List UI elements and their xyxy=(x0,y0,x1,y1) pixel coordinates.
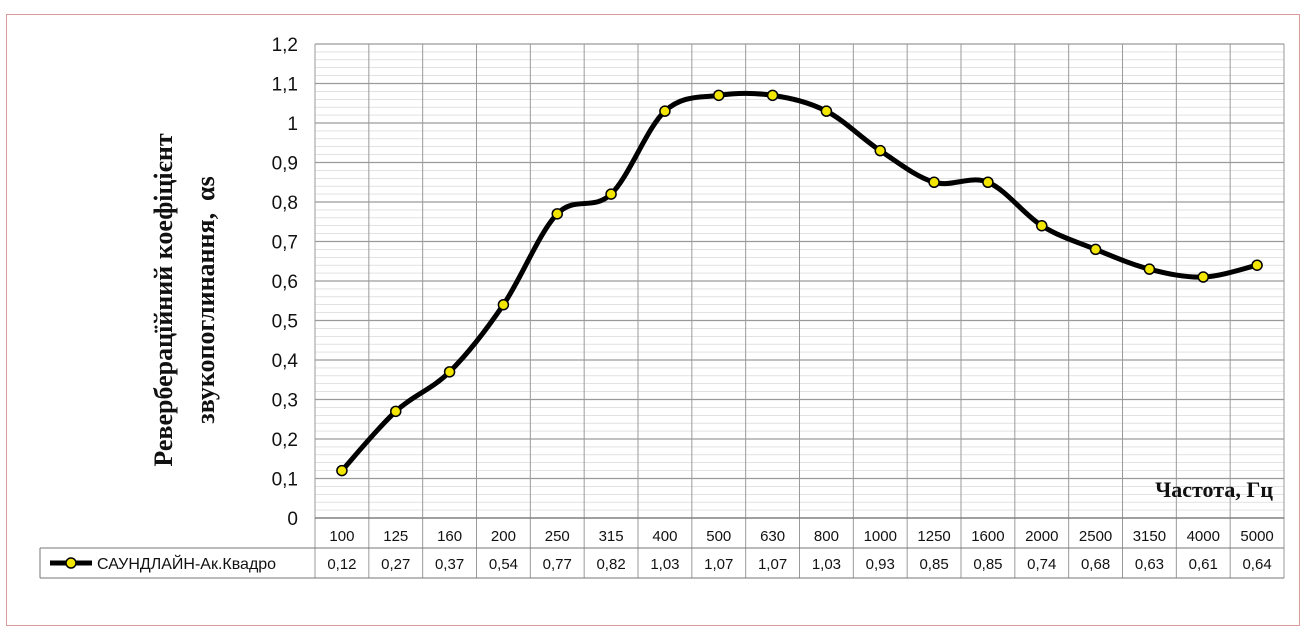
y-tick-label: 0,7 xyxy=(272,233,298,254)
x-tick-label: 400 xyxy=(652,528,677,545)
data-point xyxy=(1197,271,1209,283)
data-table-value: 0,61 xyxy=(1189,556,1218,573)
data-point xyxy=(659,105,671,117)
data-point xyxy=(390,405,402,418)
x-tick-label: 1000 xyxy=(864,528,897,545)
data-point xyxy=(820,105,833,117)
y-tick-label: 0,4 xyxy=(272,351,299,372)
data-table-value: 0,37 xyxy=(435,556,464,573)
x-tick-label: 100 xyxy=(329,528,354,545)
y-tick-label: 0,3 xyxy=(272,391,298,412)
data-table-value: 0,85 xyxy=(973,556,1002,573)
x-tick-label: 500 xyxy=(706,528,731,545)
x-tick-label: 5000 xyxy=(1240,528,1273,545)
data-point xyxy=(713,89,725,102)
data-table: 100 0,12 125 0,27 160 0,37 200 0,54 250 0,77 315 0,… xyxy=(39,517,1284,579)
data-table-value: 0,85 xyxy=(919,556,948,573)
data-table-value: 1,07 xyxy=(758,556,787,573)
y-axis-label-line2-text: звукопоглинання, xyxy=(191,213,220,424)
data-table-value: 1,03 xyxy=(812,556,841,573)
y-tick-label: 0,5 xyxy=(272,312,298,333)
y-tick-label: 0,1 xyxy=(272,470,298,491)
y-axis-ticks: 0 0,1 0,2 0,3 0,4 0,5 0,6 0,7 0,8 0,9 1 1,1 1,2 xyxy=(272,35,299,530)
y-tick-label: 0 xyxy=(287,509,298,530)
legend-series-name: САУНДЛАЙН-Ак.Квадро xyxy=(97,554,276,573)
y-axis-label-line1: Реверберацїйний коефіцієнт xyxy=(149,133,178,467)
x-tick-label: 3150 xyxy=(1133,528,1166,545)
x-tick-label: 1600 xyxy=(971,528,1004,545)
data-table-value: 1,07 xyxy=(704,556,733,573)
x-tick-label: 125 xyxy=(383,528,408,545)
data-point xyxy=(1089,243,1102,256)
x-tick-label: 1250 xyxy=(917,528,950,545)
data-table-value: 0,82 xyxy=(596,556,625,573)
legend-marker-swatch xyxy=(65,557,77,569)
y-axis-label-line2: звукопоглинання, αs xyxy=(191,176,220,423)
chart-frame xyxy=(6,14,1300,626)
series-markers xyxy=(336,89,1263,477)
y-tick-label: 0,2 xyxy=(272,430,298,451)
data-table-value: 0,64 xyxy=(1242,556,1271,573)
data-point xyxy=(1143,263,1156,275)
y-tick-label: 0,6 xyxy=(272,272,298,293)
data-point xyxy=(1251,259,1263,271)
data-point xyxy=(928,176,940,188)
data-point xyxy=(874,144,886,157)
data-point xyxy=(551,208,563,220)
data-point xyxy=(982,176,994,188)
y-tick-label: 1 xyxy=(287,114,298,135)
x-tick-label: 315 xyxy=(599,528,624,545)
data-point xyxy=(766,89,779,102)
x-tick-label: 2500 xyxy=(1079,528,1112,545)
y-tick-label: 0,9 xyxy=(272,154,298,175)
data-point xyxy=(605,188,617,200)
x-tick-label: 200 xyxy=(491,528,516,545)
data-table-value: 0,63 xyxy=(1135,556,1164,573)
x-tick-label: 250 xyxy=(545,528,570,545)
y-axis-symbol: αs xyxy=(191,176,220,201)
data-table-value: 0,93 xyxy=(866,556,895,573)
chart-grid xyxy=(314,43,1285,578)
data-table-value: 0,68 xyxy=(1081,556,1110,573)
x-tick-label: 800 xyxy=(814,528,839,545)
data-table-value: 0,54 xyxy=(489,556,518,573)
x-tick-label: 630 xyxy=(760,528,785,545)
x-tick-label: 160 xyxy=(437,528,462,545)
data-point xyxy=(336,464,348,477)
data-point xyxy=(497,298,510,311)
data-table-value: 1,03 xyxy=(650,556,679,573)
data-table-value: 0,74 xyxy=(1027,556,1056,573)
data-table-value: 0,77 xyxy=(543,556,572,573)
x-tick-label: 4000 xyxy=(1187,528,1220,545)
data-point xyxy=(443,366,456,378)
x-tick-label: 2000 xyxy=(1025,528,1058,545)
data-table-value: 0,27 xyxy=(381,556,410,573)
data-point xyxy=(1036,219,1048,232)
x-axis-label: Частота, Гц xyxy=(1155,477,1273,502)
y-tick-label: 1,2 xyxy=(272,35,298,56)
data-table-value: 0,12 xyxy=(327,556,356,573)
y-tick-label: 0,8 xyxy=(272,193,298,214)
y-tick-label: 1,1 xyxy=(272,75,298,96)
